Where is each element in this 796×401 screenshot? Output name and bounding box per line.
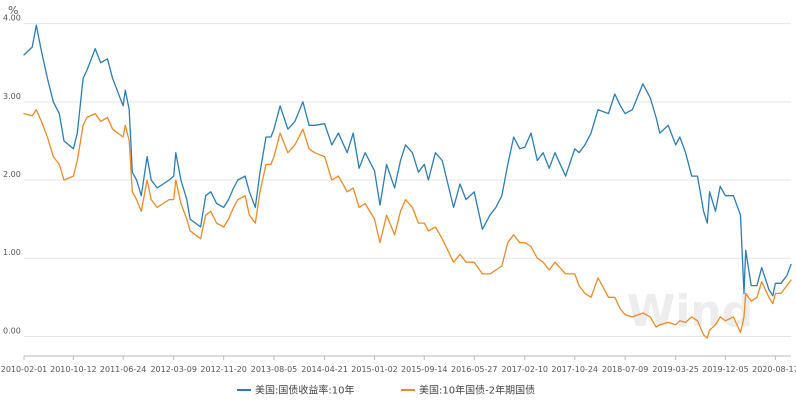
x-tick-label: 2013-08-05 — [251, 365, 298, 374]
x-tick-label: 2012-11-20 — [200, 365, 247, 374]
legend: 美国:国债收益率:10年 美国:10年国债-2年期国债 — [237, 384, 535, 397]
x-tick-label: 2011-06-24 — [100, 365, 147, 374]
x-tick-label: 2015-09-14 — [401, 365, 448, 374]
y-tick-label: 2.00 — [3, 170, 21, 179]
x-tick-label: 2010-02-01 — [1, 365, 48, 374]
y-tick-label: 4.00 — [3, 14, 21, 23]
y-tick-label: 0.00 — [3, 326, 21, 335]
x-tick-label: 2014-04-21 — [301, 365, 348, 374]
x-tick-label: 2017-02-10 — [502, 365, 549, 374]
legend-label-0: 美国:国债收益率:10年 — [255, 384, 354, 397]
x-tick-label: 2017-10-24 — [552, 365, 599, 374]
axes: 0.00 1.00 2.00 3.00 4.00 2010-02-01 2010-10-12… — [1, 14, 796, 374]
series — [23, 24, 792, 339]
x-tick-label: 2019-03-25 — [652, 365, 699, 374]
x-tick-label: 2012-03-09 — [150, 365, 197, 374]
x-tick-label: 2015-01-02 — [351, 365, 398, 374]
x-tick-label: 2019-12-05 — [702, 365, 749, 374]
watermark: Wind — [627, 286, 753, 337]
x-tick-label: 2010-10-12 — [50, 365, 97, 374]
x-tick-label: 2020-08-17 — [752, 365, 796, 374]
series-line-0 — [23, 24, 792, 297]
legend-label-1: 美国:10年国债-2年期国债 — [419, 384, 535, 397]
x-tick-label: 2018-07-09 — [602, 365, 649, 374]
y-tick-label: 1.00 — [3, 248, 21, 257]
y-axis-unit: % — [8, 4, 18, 17]
y-tick-label: 3.00 — [3, 92, 21, 101]
series-line-1 — [23, 109, 792, 339]
x-tick-label: 2016-05-27 — [451, 365, 498, 374]
